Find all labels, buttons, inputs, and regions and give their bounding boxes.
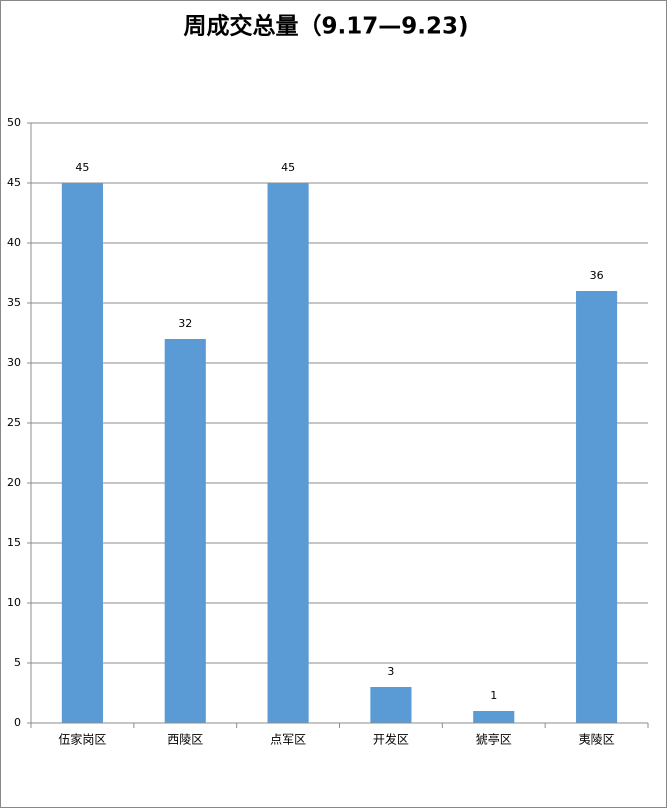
bar bbox=[576, 291, 618, 723]
bar bbox=[267, 183, 309, 723]
y-tick-label: 10 bbox=[7, 596, 21, 609]
bar bbox=[61, 183, 103, 723]
data-label: 45 bbox=[75, 161, 89, 174]
y-tick-label: 40 bbox=[7, 236, 21, 249]
bar bbox=[164, 339, 206, 723]
x-tick-label: 夷陵区 bbox=[579, 732, 615, 747]
x-tick-label: 开发区 bbox=[373, 732, 409, 747]
x-tick-label: 西陵区 bbox=[167, 733, 203, 747]
data-label: 45 bbox=[281, 161, 295, 174]
y-tick-label: 25 bbox=[7, 416, 21, 429]
y-tick-label: 15 bbox=[7, 536, 21, 549]
bar bbox=[370, 687, 412, 723]
x-tick-label: 点军区 bbox=[270, 733, 306, 747]
data-label: 3 bbox=[387, 665, 394, 678]
data-label: 32 bbox=[178, 317, 192, 330]
chart-title: 周成交总量（9.17—9.23) bbox=[183, 13, 468, 40]
x-tick-label: 猇亭区 bbox=[476, 732, 512, 747]
y-tick-label: 0 bbox=[14, 716, 21, 729]
y-tick-label: 5 bbox=[14, 656, 21, 669]
y-tick-label: 50 bbox=[7, 116, 21, 129]
y-tick-label: 35 bbox=[7, 296, 21, 309]
data-label: 36 bbox=[590, 269, 604, 282]
bar bbox=[473, 711, 515, 723]
x-tick-label: 伍家岗区 bbox=[58, 732, 106, 747]
y-tick-label: 20 bbox=[7, 476, 21, 489]
y-tick-label: 30 bbox=[7, 356, 21, 369]
y-tick-label: 45 bbox=[7, 176, 21, 189]
data-label: 1 bbox=[490, 689, 497, 702]
